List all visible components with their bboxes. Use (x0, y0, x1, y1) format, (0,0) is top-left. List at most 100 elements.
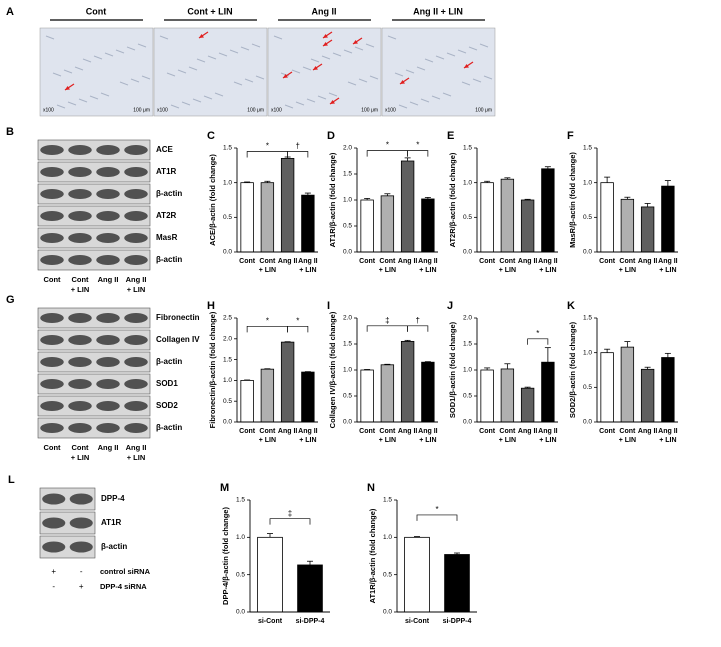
y-axis-label: SOD1/β-actin (fold change) (448, 321, 457, 418)
cell (89, 95, 99, 100)
cell (45, 35, 55, 40)
blot-strip (37, 183, 151, 205)
bracket (246, 325, 288, 333)
panel-label: M (220, 482, 229, 494)
band (68, 401, 92, 411)
group-label: Ang II (312, 6, 337, 16)
bar (260, 182, 275, 253)
cell (306, 98, 316, 103)
x-tick-label: + LIN (259, 437, 276, 444)
bar (520, 387, 535, 423)
band-label: MasR (156, 233, 178, 242)
band (40, 335, 64, 345)
y-axis-label: SOD2/β-actin (fold change) (568, 321, 577, 418)
band (40, 233, 64, 243)
cell (317, 95, 327, 100)
band (96, 423, 120, 433)
x-tick-label: + LIN (539, 437, 556, 444)
band (68, 379, 92, 389)
lane-label: Cont (71, 443, 89, 452)
x-tick-label: Cont (619, 258, 636, 265)
bar (480, 182, 494, 253)
magnification: x100 (271, 107, 282, 113)
y-axis-label: ACE/β-actin (fold change) (208, 154, 217, 246)
y-tick-label: 0.5 (223, 398, 232, 405)
x-tick-label: Cont (599, 428, 616, 435)
y-axis-label: MasR/β-actin (fold change) (568, 152, 577, 248)
band (42, 517, 66, 529)
band (96, 145, 120, 155)
bar (380, 195, 395, 253)
bar (600, 182, 614, 253)
y-tick-label: 1.5 (463, 145, 472, 152)
band (68, 313, 92, 323)
band (68, 357, 92, 367)
cell (74, 66, 84, 71)
band (40, 189, 64, 199)
magnification: x100 (43, 107, 54, 113)
cell (126, 46, 136, 51)
y-tick-label: 1.5 (236, 497, 245, 504)
group-label: Cont (86, 6, 107, 16)
sign: + (51, 567, 56, 576)
significance: † (296, 142, 300, 151)
x-tick-label: Ang II (398, 428, 417, 435)
y-tick-label: 1.5 (583, 145, 592, 152)
y-tick-label: 2.0 (463, 315, 472, 322)
lane-label: Ang II (126, 275, 147, 284)
row-label: DPP-4 siRNA (100, 582, 147, 591)
cell (328, 92, 338, 97)
bar (360, 199, 374, 253)
cell (196, 58, 206, 63)
y-tick-label: 1.0 (223, 179, 232, 186)
x-tick-label: Cont (599, 258, 616, 265)
band-label: Collagen IV (156, 335, 200, 344)
x-tick-label: + LIN (619, 437, 636, 444)
x-tick-label: + LIN (499, 437, 516, 444)
x-tick-label: Ang II (418, 258, 437, 265)
band (124, 211, 148, 221)
y-tick-label: 1.0 (463, 367, 472, 374)
scale-label: 100 μm (361, 107, 378, 113)
band (40, 423, 64, 433)
bracket (287, 325, 309, 333)
x-tick-label: + LIN (619, 267, 636, 274)
band (68, 335, 92, 345)
band (96, 233, 120, 243)
band (40, 145, 64, 155)
bar (620, 346, 635, 423)
band (42, 493, 66, 505)
y-tick-label: 2.5 (223, 315, 232, 322)
significance: * (296, 316, 299, 325)
lane-label: Ang II (98, 275, 119, 284)
cell (63, 69, 73, 74)
cell (468, 46, 478, 51)
cell (104, 52, 114, 57)
cell (284, 104, 294, 109)
x-tick-label: + LIN (419, 267, 436, 274)
bar (661, 185, 675, 253)
cell (431, 95, 441, 100)
x-tick-label: Cont (259, 258, 276, 265)
cell (251, 43, 261, 48)
cell (321, 55, 331, 60)
bar (500, 368, 515, 423)
y-tick-label: 1.0 (583, 349, 592, 356)
band-label: SOD2 (156, 401, 178, 410)
cell (394, 72, 404, 77)
blot-strip (37, 417, 151, 439)
band-label: SOD1 (156, 379, 178, 388)
y-tick-label: 1.0 (343, 197, 352, 204)
y-tick-label: 0.0 (463, 249, 472, 256)
band-label: AT1R (101, 518, 122, 527)
bar (301, 371, 315, 423)
y-tick-label: 0.5 (223, 214, 232, 221)
band (68, 255, 92, 265)
cell (93, 55, 103, 60)
cell (405, 69, 415, 74)
blot-strip (37, 373, 151, 395)
cell (181, 101, 191, 106)
x-tick-label: Cont (259, 428, 276, 435)
cell (115, 49, 125, 54)
band (96, 357, 120, 367)
